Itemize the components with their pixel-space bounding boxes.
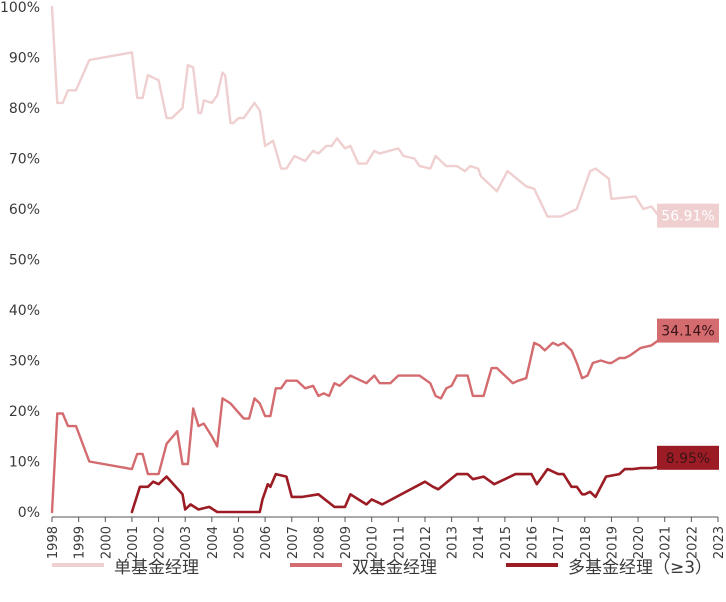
y-tick-label: 90% xyxy=(9,51,40,67)
legend: 单基金经理 双基金经理 多基金经理（≥3） xyxy=(0,551,726,579)
x-tick-label: 2004 xyxy=(206,526,221,559)
series-line-single xyxy=(50,5,668,226)
legend-label-multi: 多基金经理（≥3） xyxy=(568,557,713,578)
end-label-box-multi xyxy=(657,445,719,470)
y-tick-label: 10% xyxy=(9,455,40,471)
x-tick-label: 2014 xyxy=(472,526,487,559)
x-tick-label: 2010 xyxy=(366,526,381,559)
y-axis: 0% 10% 20% 30% 40% 50% 60% 70% 80% 90% 100% xyxy=(0,0,40,521)
y-tick-label: 100% xyxy=(0,0,40,16)
y-tick-label: 40% xyxy=(9,303,40,319)
x-tick-label: 2019 xyxy=(605,526,620,559)
y-tick-label: 70% xyxy=(9,152,40,168)
x-tick-label: 2022 xyxy=(685,526,700,559)
x-tick-label: 2011 xyxy=(392,526,407,559)
x-axis: 1998 1999 2000 2001 2002 2003 2004 2005 2006 2007… xyxy=(46,516,726,559)
y-tick-label: 0% xyxy=(18,505,40,521)
legend-item-double: 双基金经理 xyxy=(290,551,437,579)
end-label-single: 56.91% xyxy=(661,209,714,225)
x-tick-label: 2018 xyxy=(579,526,594,559)
x-tick-label: 1998 xyxy=(46,526,61,559)
y-tick-label: 80% xyxy=(9,101,40,117)
legend-label-single: 单基金经理 xyxy=(114,557,199,578)
legend-label-double: 双基金经理 xyxy=(352,557,437,578)
x-tick-label: 2005 xyxy=(232,526,247,559)
x-tick-label: 2017 xyxy=(552,526,567,559)
x-tick-label: 2021 xyxy=(659,526,674,559)
series-line-double xyxy=(50,338,661,514)
x-tick-label: 2008 xyxy=(312,526,327,559)
legend-swatch-single xyxy=(52,563,104,567)
end-label-double: 34.14% xyxy=(661,324,714,340)
legend-item-multi: 多基金经理（≥3） xyxy=(506,551,712,579)
y-tick-label: 20% xyxy=(9,404,40,420)
end-label-box-single xyxy=(657,203,719,228)
x-tick-label: 2003 xyxy=(179,526,194,559)
end-labels: 56.91% 34.14% 8.95% xyxy=(657,203,719,470)
x-tick-label: 2002 xyxy=(153,526,168,559)
end-label-box-double xyxy=(657,318,719,343)
x-tick-label: 2020 xyxy=(632,526,647,559)
legend-swatch-double xyxy=(290,563,342,567)
x-tick-label: 1999 xyxy=(73,526,88,559)
end-label-multi: 8.95% xyxy=(666,451,710,467)
series-lines xyxy=(50,5,668,514)
x-tick-label: 2015 xyxy=(499,526,514,559)
x-tick-label: 2009 xyxy=(339,526,354,559)
x-tick-label: 2001 xyxy=(126,526,141,559)
y-tick-label: 50% xyxy=(9,253,40,269)
x-tick-label: 2012 xyxy=(419,526,434,559)
series-line-multi xyxy=(130,465,661,514)
y-tick-label: 60% xyxy=(9,202,40,218)
x-tick-label: 2023 xyxy=(712,526,726,559)
x-tick-label: 2013 xyxy=(446,526,461,559)
legend-item-single: 单基金经理 xyxy=(52,551,199,579)
x-tick-label: 2007 xyxy=(286,526,301,559)
x-tick-label: 2006 xyxy=(259,526,274,559)
x-tick-label: 2016 xyxy=(526,526,541,559)
legend-swatch-multi xyxy=(506,563,558,567)
x-tick-label: 2000 xyxy=(99,526,114,559)
y-tick-label: 30% xyxy=(9,354,40,370)
